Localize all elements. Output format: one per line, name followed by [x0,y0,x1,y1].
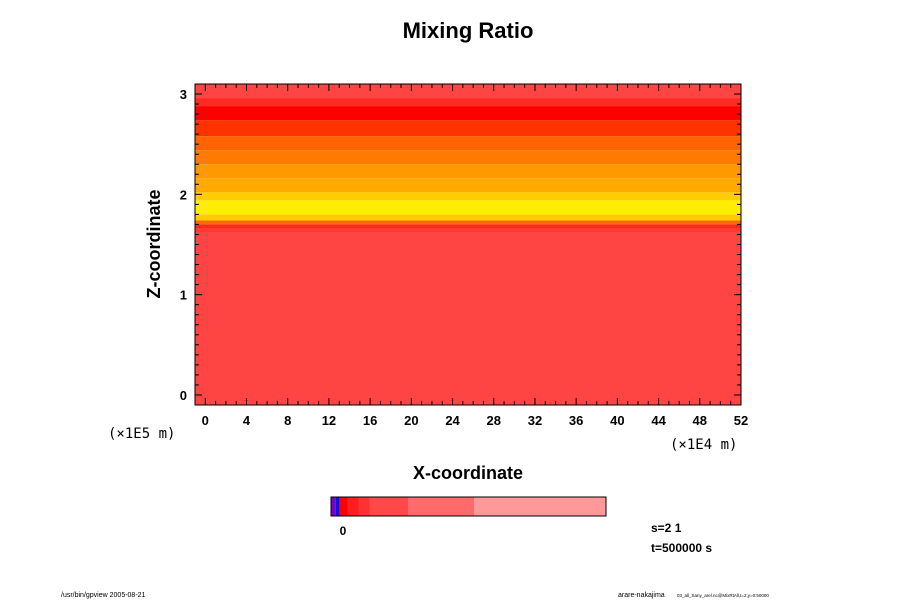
x-tick-label: 48 [693,413,707,428]
contour-bands [195,84,741,405]
y-tick-label: 1 [180,288,187,303]
contour-band [195,98,741,107]
x-unit-label: (×1E4 m) [670,437,737,453]
y-tick-label: 2 [180,187,187,202]
x-tick-label: 36 [569,413,583,428]
y-tick-label: 3 [180,87,187,102]
colorbar-segment [331,497,336,516]
contour-band [195,214,741,221]
x-tick-label: 16 [363,413,377,428]
x-tick-label: 20 [404,413,418,428]
colorbar-segments [331,497,606,516]
contour-band [195,106,741,121]
x-tick-label: 28 [487,413,501,428]
footer-right-file: 03_all_Sany_arel.nc@MixRtAll,t=2,y=0:500… [677,593,769,598]
x-tick-label: 52 [734,413,748,428]
y-axis-ticks: 0 1 2 3 [180,83,741,403]
contour-band [195,228,741,233]
x-tick-label: 8 [284,413,291,428]
footer-right-name: arare-nakajima [618,592,665,599]
y-unit-label: (×1E5 m) [108,426,175,442]
x-axis-ticks: 0 4 8 12 16 20 24 28 32 36 40 44 48 52 [202,84,748,428]
colorbar-frame [330,496,607,517]
contour-band [195,164,741,179]
contour-band [195,178,741,193]
y-axis-label: Z-coordinate [144,189,164,298]
step-label: s=2 1 [651,521,682,535]
contour-band [195,220,741,225]
x-axis-label: X-coordinate [413,463,523,483]
contour-band [195,192,741,201]
contour-band [195,120,741,137]
footer-left: /usr/bin/gpview 2005-08-21 [61,592,146,599]
contour-band [195,224,741,229]
y-tick-label: 0 [180,388,187,403]
colorbar: 0 [330,496,607,538]
colorbar-segment [335,497,340,516]
colorbar-segment [339,497,348,516]
chart-title: Mixing Ratio [403,18,534,43]
contour-band [195,200,741,215]
colorbar-segment [347,497,359,516]
x-tick-label: 0 [202,413,209,428]
colorbar-segment [474,497,606,516]
colorbar-segment [358,497,370,516]
x-tick-label: 4 [243,413,251,428]
x-tick-label: 32 [528,413,542,428]
contour-band [195,150,741,165]
contour-band [195,232,741,405]
x-tick-label: 24 [445,413,460,428]
colorbar-zero-label: 0 [340,524,347,538]
contour-band [195,136,741,151]
x-tick-label: 40 [610,413,624,428]
time-label: t=500000 s [651,541,712,555]
x-tick-label: 12 [322,413,336,428]
colorbar-segment [408,497,474,516]
colorbar-segment [369,497,408,516]
contour-band [195,84,741,99]
x-tick-label: 44 [651,413,666,428]
